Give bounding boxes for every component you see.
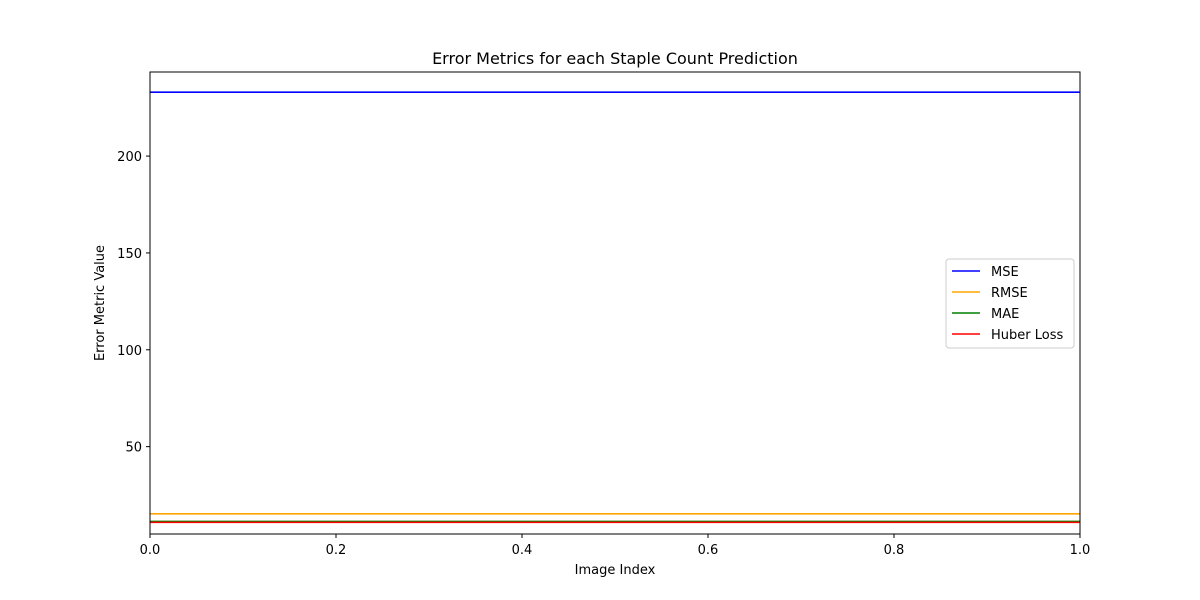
legend-label: MAE	[991, 307, 1019, 322]
legend-label: MSE	[991, 265, 1019, 280]
x-axis-ticks: 0.0 0.2 0.4 0.6 0.8 1.0	[140, 534, 1091, 558]
legend-box	[945, 258, 1075, 349]
legend-label: RMSE	[991, 286, 1028, 301]
x-tick-label: 0.4	[512, 543, 533, 558]
y-tick-label: 150	[117, 247, 142, 262]
y-tick-label: 200	[117, 150, 142, 165]
plot-frame	[149, 71, 1081, 535]
x-axis-label: Image Index	[575, 563, 656, 578]
y-tick-label: 100	[117, 344, 142, 359]
x-tick-label: 0.0	[140, 543, 161, 558]
x-tick-label: 1.0	[1070, 543, 1091, 558]
x-tick-label: 0.6	[698, 543, 719, 558]
x-tick-label: 0.2	[326, 543, 347, 558]
x-tick-label: 0.8	[884, 543, 905, 558]
legend: MSE RMSE MAE Huber Loss	[945, 258, 1075, 349]
y-axis-label: Error Metric Value	[93, 245, 108, 361]
y-axis-ticks: 50 100 150 200	[117, 150, 150, 456]
chart-title: Error Metrics for each Staple Count Pred…	[432, 49, 798, 68]
legend-label: Huber Loss	[991, 328, 1063, 343]
y-tick-label: 50	[125, 441, 142, 456]
series-layer	[150, 91, 1080, 524]
